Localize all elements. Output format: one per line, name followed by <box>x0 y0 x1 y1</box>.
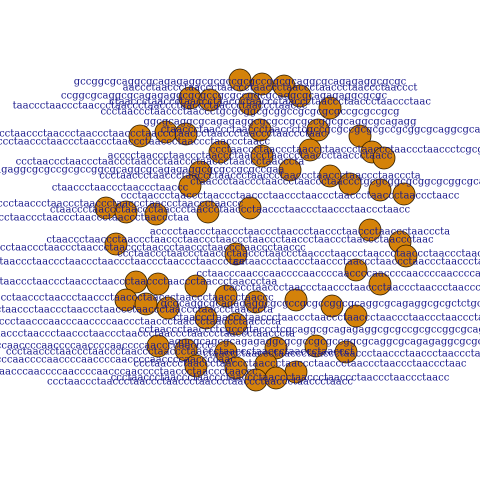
point-label-45: ccctaaccctaaccctaaccctaaccctaaccctaaccct… <box>47 377 353 388</box>
scatter-point-16 <box>298 138 322 162</box>
point-label-12: ccctaaccctaaccctaaccctaaccctaaccctaaccct… <box>16 157 305 168</box>
scatter-point-36 <box>344 258 368 282</box>
scatter-point-28 <box>144 202 168 226</box>
point-label-3: ctaaccctaaccctaaccctaaccctaaccctaaccctaa… <box>109 97 431 108</box>
point-label-16: ctaaccctaaccctaaccctaaccc <box>52 183 189 194</box>
scatter-point-43 <box>156 296 180 320</box>
scatter-point-31 <box>358 218 382 242</box>
scatter-point-20 <box>278 158 302 182</box>
point-label-42: ccctaaccctaaccctaaccctaaccctaaccctaaccct… <box>133 359 466 370</box>
scatter-point-45 <box>244 290 268 314</box>
points-layer <box>94 68 418 392</box>
scatter-point-23 <box>338 172 362 196</box>
scatter-point-39 <box>184 274 208 298</box>
point-label-1: aaccctaaccctaaccctaaccctaaccctaaccctaacc… <box>123 83 418 94</box>
scatter-point-44 <box>214 284 238 308</box>
scatter-point-40 <box>368 272 392 296</box>
scatter-point-50 <box>344 304 368 328</box>
point-label-29: caccctaaccctaaccctaaccctaaccctaaccctaacc… <box>223 283 480 294</box>
scatter-point-35 <box>394 244 418 268</box>
point-label-13: gcgggcggcgcagagaggcgcgccgcgccggcgcaggcgc… <box>0 165 284 176</box>
scatter-point-22 <box>178 174 202 198</box>
point-label-19: ctaaccctaaccctaaccctaaccctaaccctaaccctaa… <box>50 205 411 216</box>
point-label-10: ccctaaccctaaccctaaccctaaccctaaccctaaccct… <box>210 145 480 156</box>
scatter-point-33 <box>224 242 248 266</box>
point-label-9: cctaaccctaaccctaaccctaaccctaaccctaacccta… <box>0 137 271 148</box>
scatter-point-46 <box>284 288 308 312</box>
point-label-38: aggcgcagcgcagagaggcgcgccgcgccggcgcaggcgc… <box>169 337 480 348</box>
scatter-point-25 <box>392 182 416 206</box>
point-label-4: taaccctaaccctaaccctaaccctaaccctaaccctaac… <box>13 101 308 112</box>
point-label-23: ccctaaccctaaccctaaccctaaccctaaccctaaccct… <box>0 243 306 254</box>
scatter-point-38 <box>146 272 170 296</box>
point-label-40: ctaaccctaaccctaaccctaaccctaaccctaaccctaa… <box>203 349 480 360</box>
point-label-30: taaccctaaccctaaccctaaccctaaccctaaccctaac… <box>0 293 274 304</box>
scatter-point-14 <box>208 140 232 164</box>
point-label-39: ccctaaccctaaccctaaccctaaccctaaccctaaccct… <box>6 347 354 358</box>
scatter-point-30 <box>238 196 262 220</box>
point-label-25: cctaaccctaaccctaaccctaaccctaaccctaacccta… <box>0 257 245 268</box>
point-label-18: cctcagcctaaccctaaccctaaccctaaccctaacccta… <box>0 199 244 210</box>
point-label-28: ccctaaccctaaccctaaccctaaccctaaccctaaccct… <box>0 277 277 288</box>
scatter-point-7 <box>318 96 342 120</box>
scatter-point-11 <box>248 118 272 142</box>
scatter-point-21 <box>318 164 342 188</box>
point-label-5: ccctaaccctaaccctaaccctgcgcggcgcggccgcgcg… <box>100 107 400 118</box>
point-label-15: ctaaccctaaccctaaccctaaccctaaccctgcgcggcg… <box>190 177 480 188</box>
scatter-point-49 <box>224 312 248 336</box>
point-label-27: cctaacccaacccaaccccaaccccaaccccaaccccaac… <box>196 269 480 280</box>
point-label-35: cctaaccctaaccctcgccgtaccctcgcaggcgcagaga… <box>139 325 480 336</box>
scatter-point-42 <box>134 292 158 316</box>
scatter-point-12 <box>306 118 330 142</box>
scatter-point-62 <box>264 366 288 390</box>
scatter-point-57 <box>184 354 208 378</box>
point-label-43: cccaacccaaccccaaccccaacccaacccctaaccctaa… <box>0 367 258 378</box>
point-label-20: gtacccctaaccctaaccctaaccctaaccctaaccctaa <box>0 213 189 224</box>
scatter-point-15 <box>250 144 274 168</box>
point-label-11: acccctaaccctaaccctaaccctaaccctaaccctaacc… <box>108 151 393 162</box>
scatter-point-13 <box>348 124 372 148</box>
point-label-7: ctaaccctaaccctaaccctaaccctcgccgcgccgcgcg… <box>161 125 480 136</box>
scatter-point-32 <box>104 232 128 256</box>
scatter-point-5 <box>238 92 262 116</box>
scatter-point-18 <box>372 146 396 170</box>
point-label-34: ccctaacccaacccaaccccaaccctaaccctaaccctaa… <box>0 317 281 328</box>
point-label-24: ccctaaccctaaccctaaccctaaccctaaccctaaccct… <box>117 249 480 260</box>
point-label-6: ggcgcaggcgcagagaggcgcgccgcgccggcgcaggcgc… <box>144 117 418 128</box>
point-label-32: aacccctaaccctaaccctaaccctaaccctaaccctaac… <box>0 305 273 316</box>
scatter-point-47 <box>320 294 344 318</box>
point-label-2: ccggcgcaggcgcagagaggcgcgccgcgccggcgcaggc… <box>61 91 388 102</box>
point-label-26: cctaaccctaaccctaaccctaaccctaaccctaacccta… <box>233 257 480 268</box>
scatter-point-56 <box>334 340 358 364</box>
point-label-31: gcgcaggcgcagagaggcgcgccgcgccggcgcaggcgca… <box>161 299 480 310</box>
scatter-point-48 <box>194 306 218 330</box>
point-label-14: ccctaaccctaaccctaaccctaaccctaaccctaaccct… <box>99 171 421 182</box>
scatter-point-55 <box>304 334 328 358</box>
scatter-point-27 <box>114 200 138 224</box>
scatter-point-4 <box>198 88 222 112</box>
point-label-8: ccctaaccctaaccctaaccctaaccctaaccctaaccct… <box>0 129 327 140</box>
scatter-point-0 <box>228 68 252 92</box>
scatter-point-8 <box>128 124 152 148</box>
point-label-44: ccctaaccctaaccctaaccctaaccctaaccctaaccct… <box>111 373 450 384</box>
labels-layer: gccggcgcaggcgcagagaggcgcgccgcgccggcgcagg… <box>0 77 480 388</box>
scatter-point-6 <box>288 84 312 108</box>
point-label-33: ctaaccctaaccctaaccctaaccctaaccctaaccctaa… <box>174 313 480 324</box>
point-label-21: acccctaaccctaaccctaaccctaaccctaaccctaacc… <box>150 227 450 238</box>
scatter-point-29 <box>196 200 220 224</box>
point-label-22: ctaaccctaaccctaaccctaaccctaaccctaaccctaa… <box>46 235 434 246</box>
point-label-17: ccctaaccctaaccctaaccctaaccctaaccctaaccct… <box>121 191 460 202</box>
point-label-41: accccaaccccaaccccaaccccaaccccaaccccaaccc… <box>0 355 236 366</box>
point-label-0: gccggcgcaggcgcagagaggcgcgccgcgccggcgcagg… <box>74 77 407 88</box>
scatter-point-24 <box>368 178 392 202</box>
point-label-36: ctaaccctaaccctaaccctaaccctaaccctaaccctaa… <box>0 329 295 340</box>
scatter-point-58 <box>224 356 248 380</box>
scatter-point-51 <box>146 334 170 358</box>
point-label-37: caaccccaaccccaaccccaaccccaaccccaaccccaac… <box>0 341 213 352</box>
scatter-point-10 <box>174 122 198 146</box>
